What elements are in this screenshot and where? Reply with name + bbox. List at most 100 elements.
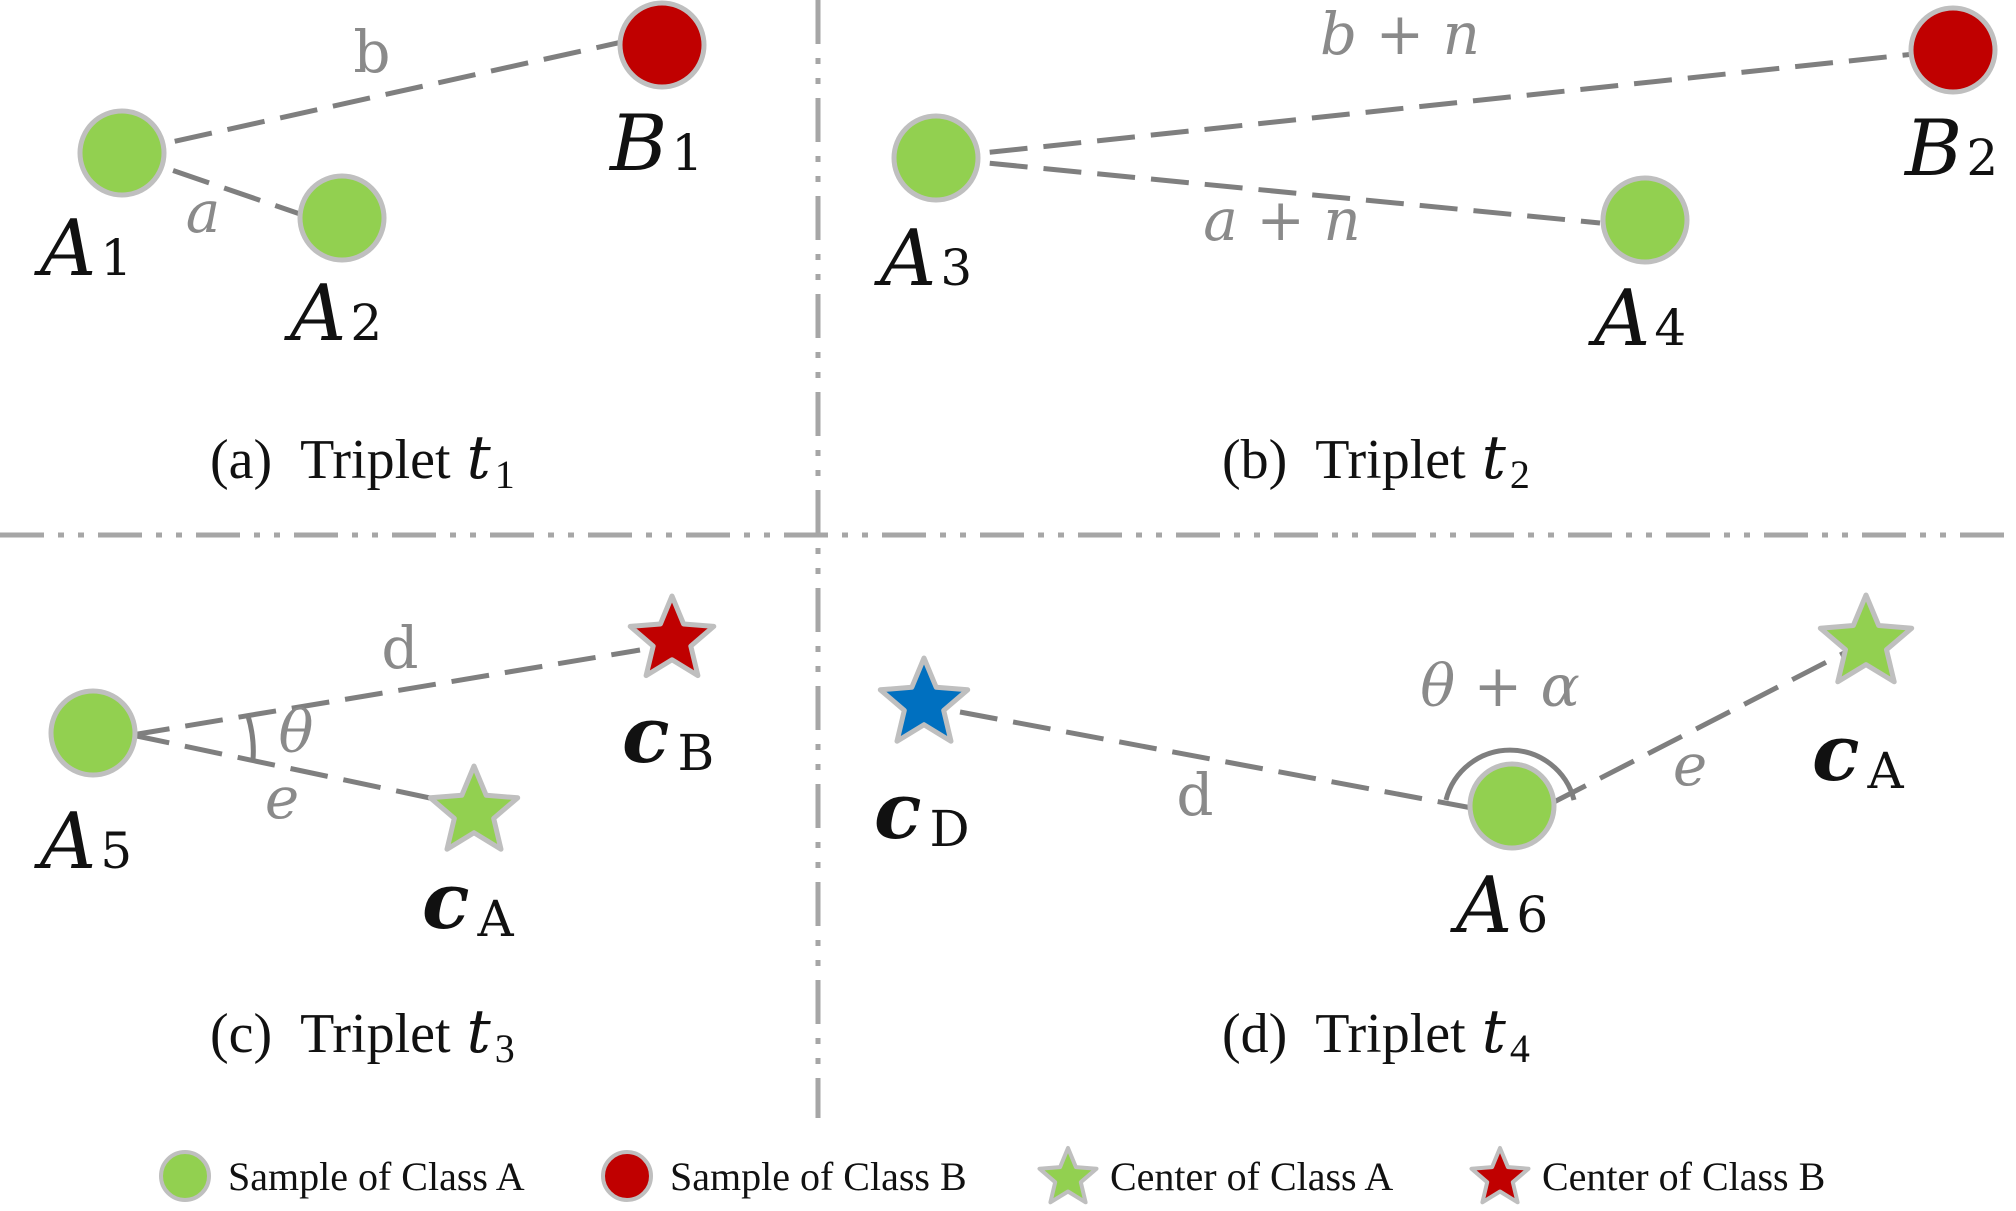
label-main: A — [874, 214, 936, 304]
legend-item-sample-a: Sample of Class A — [159, 1150, 525, 1202]
center-star-ca — [1817, 592, 1915, 685]
legend-label: Sample of Class A — [228, 1154, 525, 1199]
legend-label: Center of Class A — [1110, 1154, 1393, 1199]
label-sub: 5 — [100, 822, 132, 880]
node-label-a5: A5 — [34, 797, 132, 887]
label-sub: A — [1867, 742, 1905, 800]
label-main: c — [622, 690, 670, 781]
caption-var: t — [1482, 997, 1507, 1067]
edge-a5-ca — [131, 732, 431, 801]
label-main: c — [874, 766, 922, 857]
caption-sub: 3 — [495, 1026, 515, 1071]
edge-a5-cb — [131, 647, 641, 738]
label-main: A — [34, 204, 96, 294]
edge-a6-ca — [1550, 647, 1852, 806]
angle-label-theta-alpha: θ + α — [1420, 652, 1580, 720]
caption-sub: 4 — [1510, 1026, 1530, 1071]
sample-node-a1 — [77, 108, 167, 198]
label-main: c — [422, 856, 470, 947]
caption-var: t — [467, 423, 492, 493]
legend-item-sample-b: Sample of Class B — [601, 1150, 967, 1202]
label-sub: 6 — [1516, 886, 1548, 944]
caption-var: t — [1482, 423, 1507, 493]
sample-node-a2 — [297, 173, 387, 263]
edge-a3-b2 — [935, 47, 1953, 161]
label-main: A — [1588, 274, 1650, 364]
label-sub: 2 — [350, 294, 382, 352]
label-sub: 1 — [671, 124, 703, 182]
node-label-a6: A6 — [1450, 861, 1548, 951]
edge-label-e: e — [265, 764, 299, 832]
center-star-cd — [877, 655, 971, 744]
legend-item-center-b: Center of Class B — [1469, 1146, 1825, 1205]
label-sub: 2 — [1966, 129, 1998, 187]
angle-arc-theta-alpha — [1443, 747, 1577, 801]
node-label-b2: B2 — [1903, 104, 1998, 194]
edge-a3-a4 — [935, 155, 1601, 226]
green-star-icon — [1037, 1146, 1099, 1205]
panel-caption-d: (d) Triplet t 4 — [1222, 997, 1530, 1071]
node-label-a2: A2 — [284, 269, 382, 359]
label-main: B — [1903, 104, 1962, 194]
sample-node-a3 — [891, 113, 981, 203]
center-star-cb — [627, 593, 717, 679]
label-main: A — [284, 269, 346, 359]
node-label-a4: A4 — [1588, 274, 1686, 364]
edge-a6-cd — [959, 709, 1473, 811]
sample-node-a5 — [48, 688, 138, 778]
label-sub: D — [930, 800, 970, 858]
edge-label-a: a — [186, 178, 221, 246]
edge-label-e: e — [1673, 731, 1707, 799]
caption-prefix: (c) — [210, 1003, 272, 1065]
edge-a1-b1 — [121, 39, 623, 156]
node-label-a1: A1 — [34, 204, 132, 294]
label-main: B — [608, 99, 667, 189]
panel-caption-b: (b) Triplet t 2 — [1222, 423, 1530, 497]
label-sub: 3 — [940, 239, 972, 297]
caption-prefix: (a) — [210, 429, 272, 491]
red-star-icon — [1469, 1146, 1531, 1205]
panel-caption-c: (c) Triplet t 3 — [210, 997, 515, 1071]
red-circle-icon — [601, 1150, 653, 1202]
legend-item-center-a: Center of Class A — [1037, 1146, 1393, 1205]
label-main: c — [1812, 708, 1860, 799]
label-main: A — [1450, 861, 1512, 951]
caption-var: t — [467, 997, 492, 1067]
caption-word: Triplet — [300, 429, 451, 491]
caption-sub: 1 — [495, 452, 515, 497]
edge-label-d: d — [381, 614, 418, 682]
caption-sub: 2 — [1510, 452, 1530, 497]
green-circle-icon — [159, 1150, 211, 1202]
caption-word: Triplet — [1315, 1003, 1466, 1065]
caption-prefix: (b) — [1222, 429, 1287, 491]
legend-label: Center of Class B — [1542, 1154, 1825, 1199]
caption-word: Triplet — [1315, 429, 1466, 491]
edge-label-a-plus-n: a + n — [1203, 186, 1360, 254]
legend-label: Sample of Class B — [670, 1154, 967, 1199]
caption-word: Triplet — [300, 1003, 451, 1065]
edge-label-b: b — [353, 18, 390, 86]
label-sub: A — [477, 890, 515, 948]
node-label-a3: A3 — [874, 214, 972, 304]
label-main: A — [34, 797, 96, 887]
label-sub: B — [678, 724, 715, 782]
sample-node-b2 — [1908, 5, 1998, 95]
node-label-b1: B1 — [608, 99, 703, 189]
panel-a: b a A1 A2 B1 (a) Triplet t 1 — [34, 0, 707, 497]
sample-node-a6 — [1467, 761, 1557, 851]
angle-label-theta: θ — [279, 698, 314, 766]
legend: Sample of Class A Sample of Class B Cent… — [159, 1146, 1825, 1205]
caption-prefix: (d) — [1222, 1003, 1287, 1065]
sample-node-a4 — [1600, 175, 1690, 265]
sample-node-b1 — [617, 0, 707, 90]
panel-b: b + n a + n A3 A4 B2 (b) Triplet t 2 — [874, 0, 1998, 497]
label-sub: 4 — [1654, 299, 1686, 357]
center-star-ca — [427, 763, 521, 852]
